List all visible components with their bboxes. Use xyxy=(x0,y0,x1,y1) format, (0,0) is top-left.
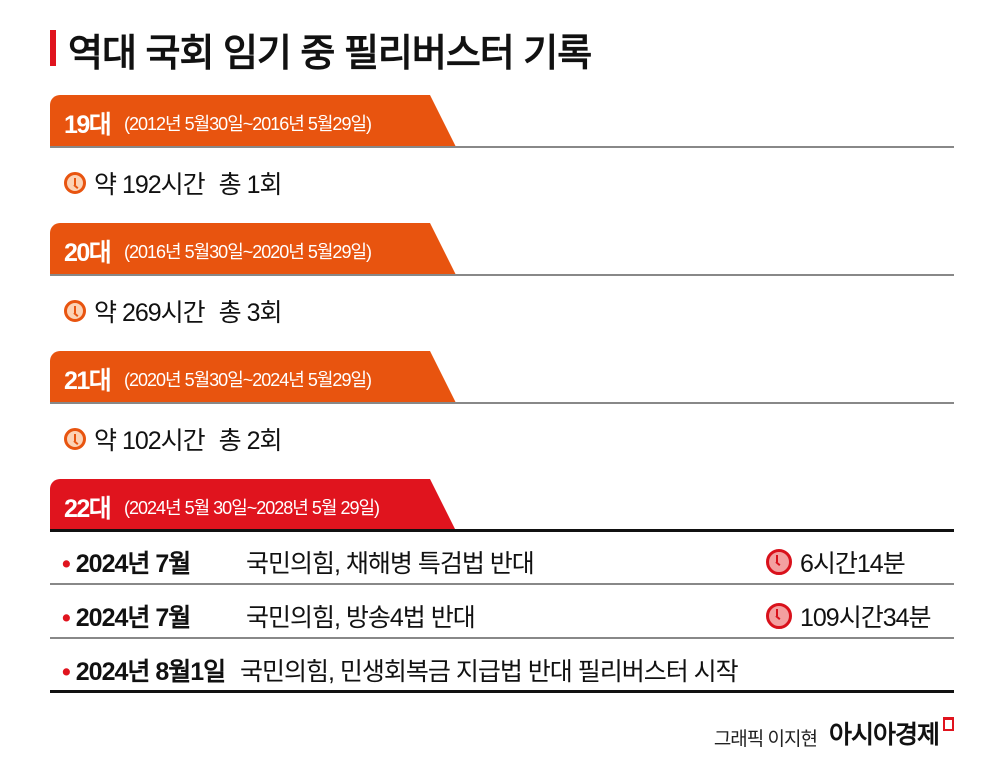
record-row: • 2024년 7월 국민의힘, 채해병 특검법 반대 6시간14분 xyxy=(50,531,954,585)
session-summary: 약 192시간 총 1회 xyxy=(64,165,283,201)
record-description: 국민의힘, 민생회복금 지급법 반대 필리버스터 시작 xyxy=(240,658,739,686)
divider xyxy=(50,274,954,276)
session-22: 22대 (2024년 5월 30일~2028년 5월 29일) xyxy=(50,479,954,531)
session-range: (2012년 5월30일~2016년 5월29일) xyxy=(124,114,372,134)
session-range: (2020년 5월30일~2024년 5월29일) xyxy=(124,370,372,390)
title-accent-bar xyxy=(50,30,56,66)
session-tab: 19대 (2012년 5월30일~2016년 5월29일) xyxy=(50,95,456,147)
clock-icon xyxy=(766,549,792,575)
session-summary: 약 269시간 총 3회 xyxy=(64,293,283,329)
total-hours: 약 102시간 xyxy=(94,427,206,455)
divider xyxy=(50,637,954,639)
session-number: 21대 xyxy=(64,367,112,395)
record-date: • 2024년 7월 xyxy=(62,550,191,578)
total-count: 총 1회 xyxy=(218,171,283,199)
session-20: 20대 (2016년 5월30일~2020년 5월29일) 약 269시간 총 … xyxy=(50,223,954,351)
session-tab: 21대 (2020년 5월30일~2024년 5월29일) xyxy=(50,351,456,403)
session-number: 19대 xyxy=(64,111,112,139)
session-number: 20대 xyxy=(64,239,112,267)
clock-icon xyxy=(64,172,86,194)
clock-icon xyxy=(766,603,792,629)
record-duration: 6시간14분 xyxy=(766,544,906,580)
record-row: • 2024년 7월 국민의힘, 방송4법 반대 109시간34분 xyxy=(50,585,954,639)
record-date: • 2024년 8월1일 xyxy=(62,658,226,686)
clock-icon xyxy=(64,300,86,322)
graphic-credit: 그래픽 이지현 xyxy=(713,729,818,750)
session-19: 19대 (2012년 5월30일~2016년 5월29일) 약 192시간 총 … xyxy=(50,95,954,223)
session-number: 22대 xyxy=(64,495,112,523)
record-description: 국민의힘, 채해병 특검법 반대 xyxy=(246,550,535,578)
footer: 그래픽 이지현 아시아경제 xyxy=(714,715,954,751)
total-count: 총 3회 xyxy=(218,299,283,327)
page-title: 역대 국회 임기 중 필리버스터 기록 xyxy=(68,33,592,75)
brand-logo: 아시아경제 xyxy=(828,721,940,749)
session-tab: 20대 (2016년 5월30일~2020년 5월29일) xyxy=(50,223,456,275)
total-hours: 약 269시간 xyxy=(94,299,206,327)
session-21: 21대 (2020년 5월30일~2024년 5월29일) 약 102시간 총 … xyxy=(50,351,954,479)
session-range: (2024년 5월 30일~2028년 5월 29일) xyxy=(124,498,380,518)
divider xyxy=(50,146,954,148)
total-hours: 약 192시간 xyxy=(94,171,206,199)
brand-mark-icon xyxy=(943,717,954,731)
session-tab: 22대 (2024년 5월 30일~2028년 5월 29일) xyxy=(50,479,456,531)
record-row: • 2024년 8월1일 국민의힘, 민생회복금 지급법 반대 필리버스터 시작 xyxy=(50,639,954,693)
total-count: 총 2회 xyxy=(218,427,283,455)
clock-icon xyxy=(64,428,86,450)
record-duration: 109시간34분 xyxy=(766,598,932,634)
record-description: 국민의힘, 방송4법 반대 xyxy=(246,604,476,632)
record-date: • 2024년 7월 xyxy=(62,604,191,632)
divider xyxy=(50,690,954,693)
divider xyxy=(50,583,954,585)
divider xyxy=(50,529,954,532)
session-range: (2016년 5월30일~2020년 5월29일) xyxy=(124,242,372,262)
session-summary: 약 102시간 총 2회 xyxy=(64,421,283,457)
divider xyxy=(50,402,954,404)
